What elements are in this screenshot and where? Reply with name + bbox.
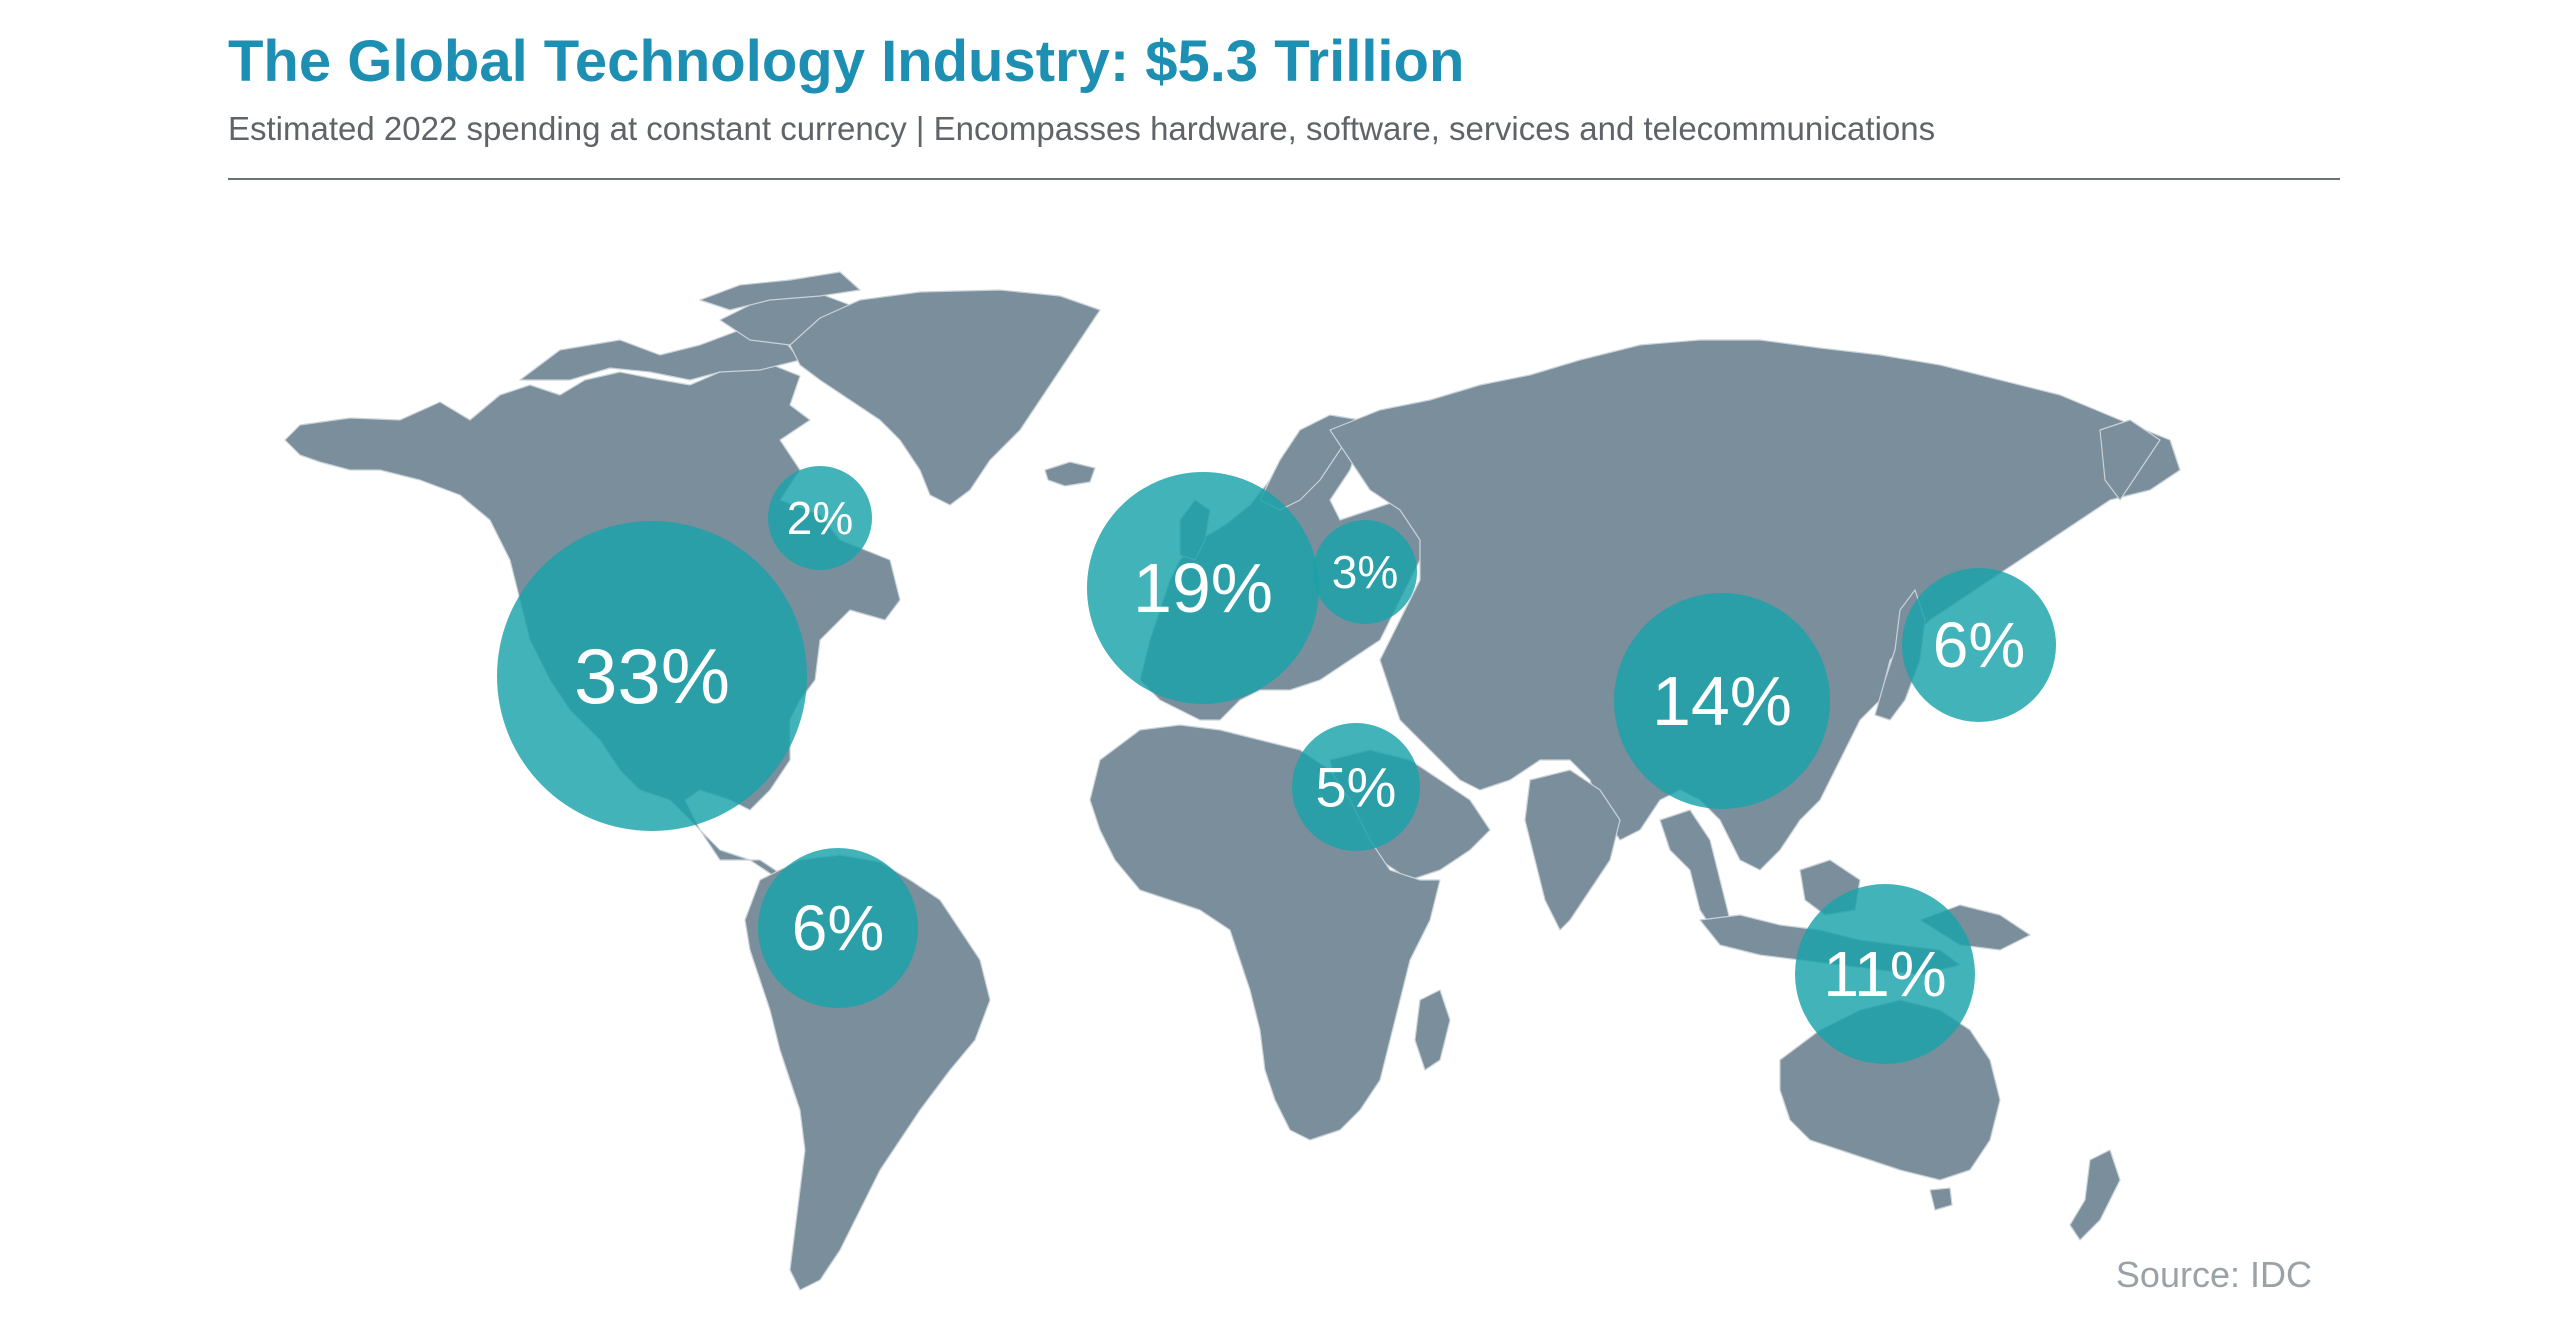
land-greenland: [789, 289, 1101, 506]
bubble-label-western-europe: 19%: [1133, 549, 1273, 627]
bubble-label-japan: 6%: [1933, 609, 2026, 681]
bubble-label-canada: 2%: [787, 492, 853, 544]
bubble-china: [1614, 593, 1830, 809]
bubble-label-middle-east-africa: 5%: [1316, 756, 1397, 819]
bubble-label-rest-of-asia-pacific: 11%: [1823, 938, 1946, 1010]
land-kamchatka: [2099, 419, 2161, 501]
source-note: Source: IDC: [2115, 1254, 2312, 1295]
land-tasmania: [1929, 1187, 1953, 1211]
bubble-united-states: [497, 521, 807, 831]
bubble-japan: [1902, 568, 2056, 722]
bubble-label-united-states: 33%: [574, 632, 730, 720]
bubble-latin-america: [758, 848, 918, 1008]
bubble-central-eastern-europe: [1313, 520, 1417, 624]
bubble-label-latin-america: 6%: [792, 892, 885, 964]
bubble-rest-of-asia-pacific: [1795, 884, 1975, 1064]
page-title: The Global Technology Industry: $5.3 Tri…: [228, 29, 1465, 94]
header-divider: [228, 178, 2340, 180]
bubble-label-china: 14%: [1652, 662, 1792, 740]
land-ellesmere: [699, 271, 861, 311]
bubble-label-central-eastern-europe: 3%: [1332, 546, 1398, 598]
region-bubbles: 2% 33% 6% 19% 3% 5% 14% 6% 11%: [497, 466, 2056, 1064]
bubble-middle-east-africa: [1292, 723, 1420, 851]
bubble-canada: [768, 466, 872, 570]
land-india: [1524, 769, 1621, 931]
page-subtitle: Estimated 2022 spending at constant curr…: [228, 110, 1936, 147]
bubble-western-europe: [1087, 472, 1319, 704]
land-madagascar: [1414, 989, 1451, 1071]
land-iceland: [1044, 461, 1096, 487]
land-new-zealand: [2069, 1149, 2121, 1241]
